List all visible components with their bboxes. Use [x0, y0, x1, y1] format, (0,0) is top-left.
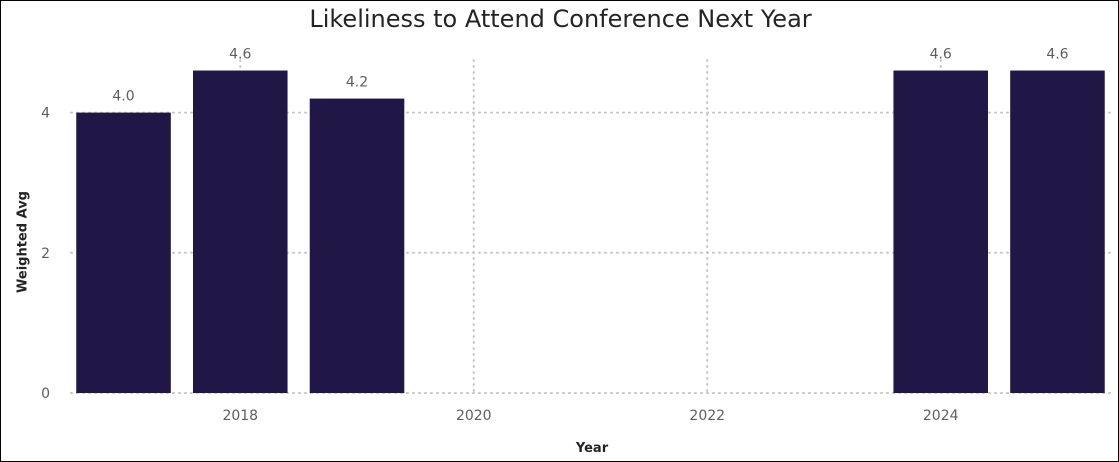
x-axis-title: Year	[575, 441, 609, 456]
y-tick-label: 2	[41, 246, 50, 262]
data-label-2025: 4.6	[1046, 47, 1068, 63]
bar-2024[interactable]	[893, 70, 989, 394]
bars	[76, 70, 1105, 394]
bar-2017[interactable]	[76, 112, 171, 394]
bar-2018[interactable]	[192, 70, 288, 394]
y-tick-label: 4	[41, 106, 50, 122]
x-tick-label: 2022	[689, 408, 725, 424]
x-tick-label: 2024	[923, 408, 959, 424]
x-tick-label: 2020	[456, 408, 492, 424]
data-label-2018: 4.6	[229, 47, 251, 63]
chart-title: Likeliness to Attend Conference Next Yea…	[309, 5, 812, 33]
x-tick-label: 2018	[222, 408, 258, 424]
data-label-2019: 4.2	[346, 75, 368, 91]
data-label-2017: 4.0	[112, 89, 134, 105]
bar-2025[interactable]	[1010, 70, 1105, 394]
axis-ticks: 0 2 4 2018 2020 2022 2024	[41, 106, 959, 424]
data-label-2024: 4.6	[930, 47, 952, 63]
data-labels: 4.0 4.6 4.2 4.6 4.6	[112, 47, 1068, 105]
y-tick-label: 0	[41, 386, 50, 402]
bar-2019[interactable]	[309, 98, 405, 394]
